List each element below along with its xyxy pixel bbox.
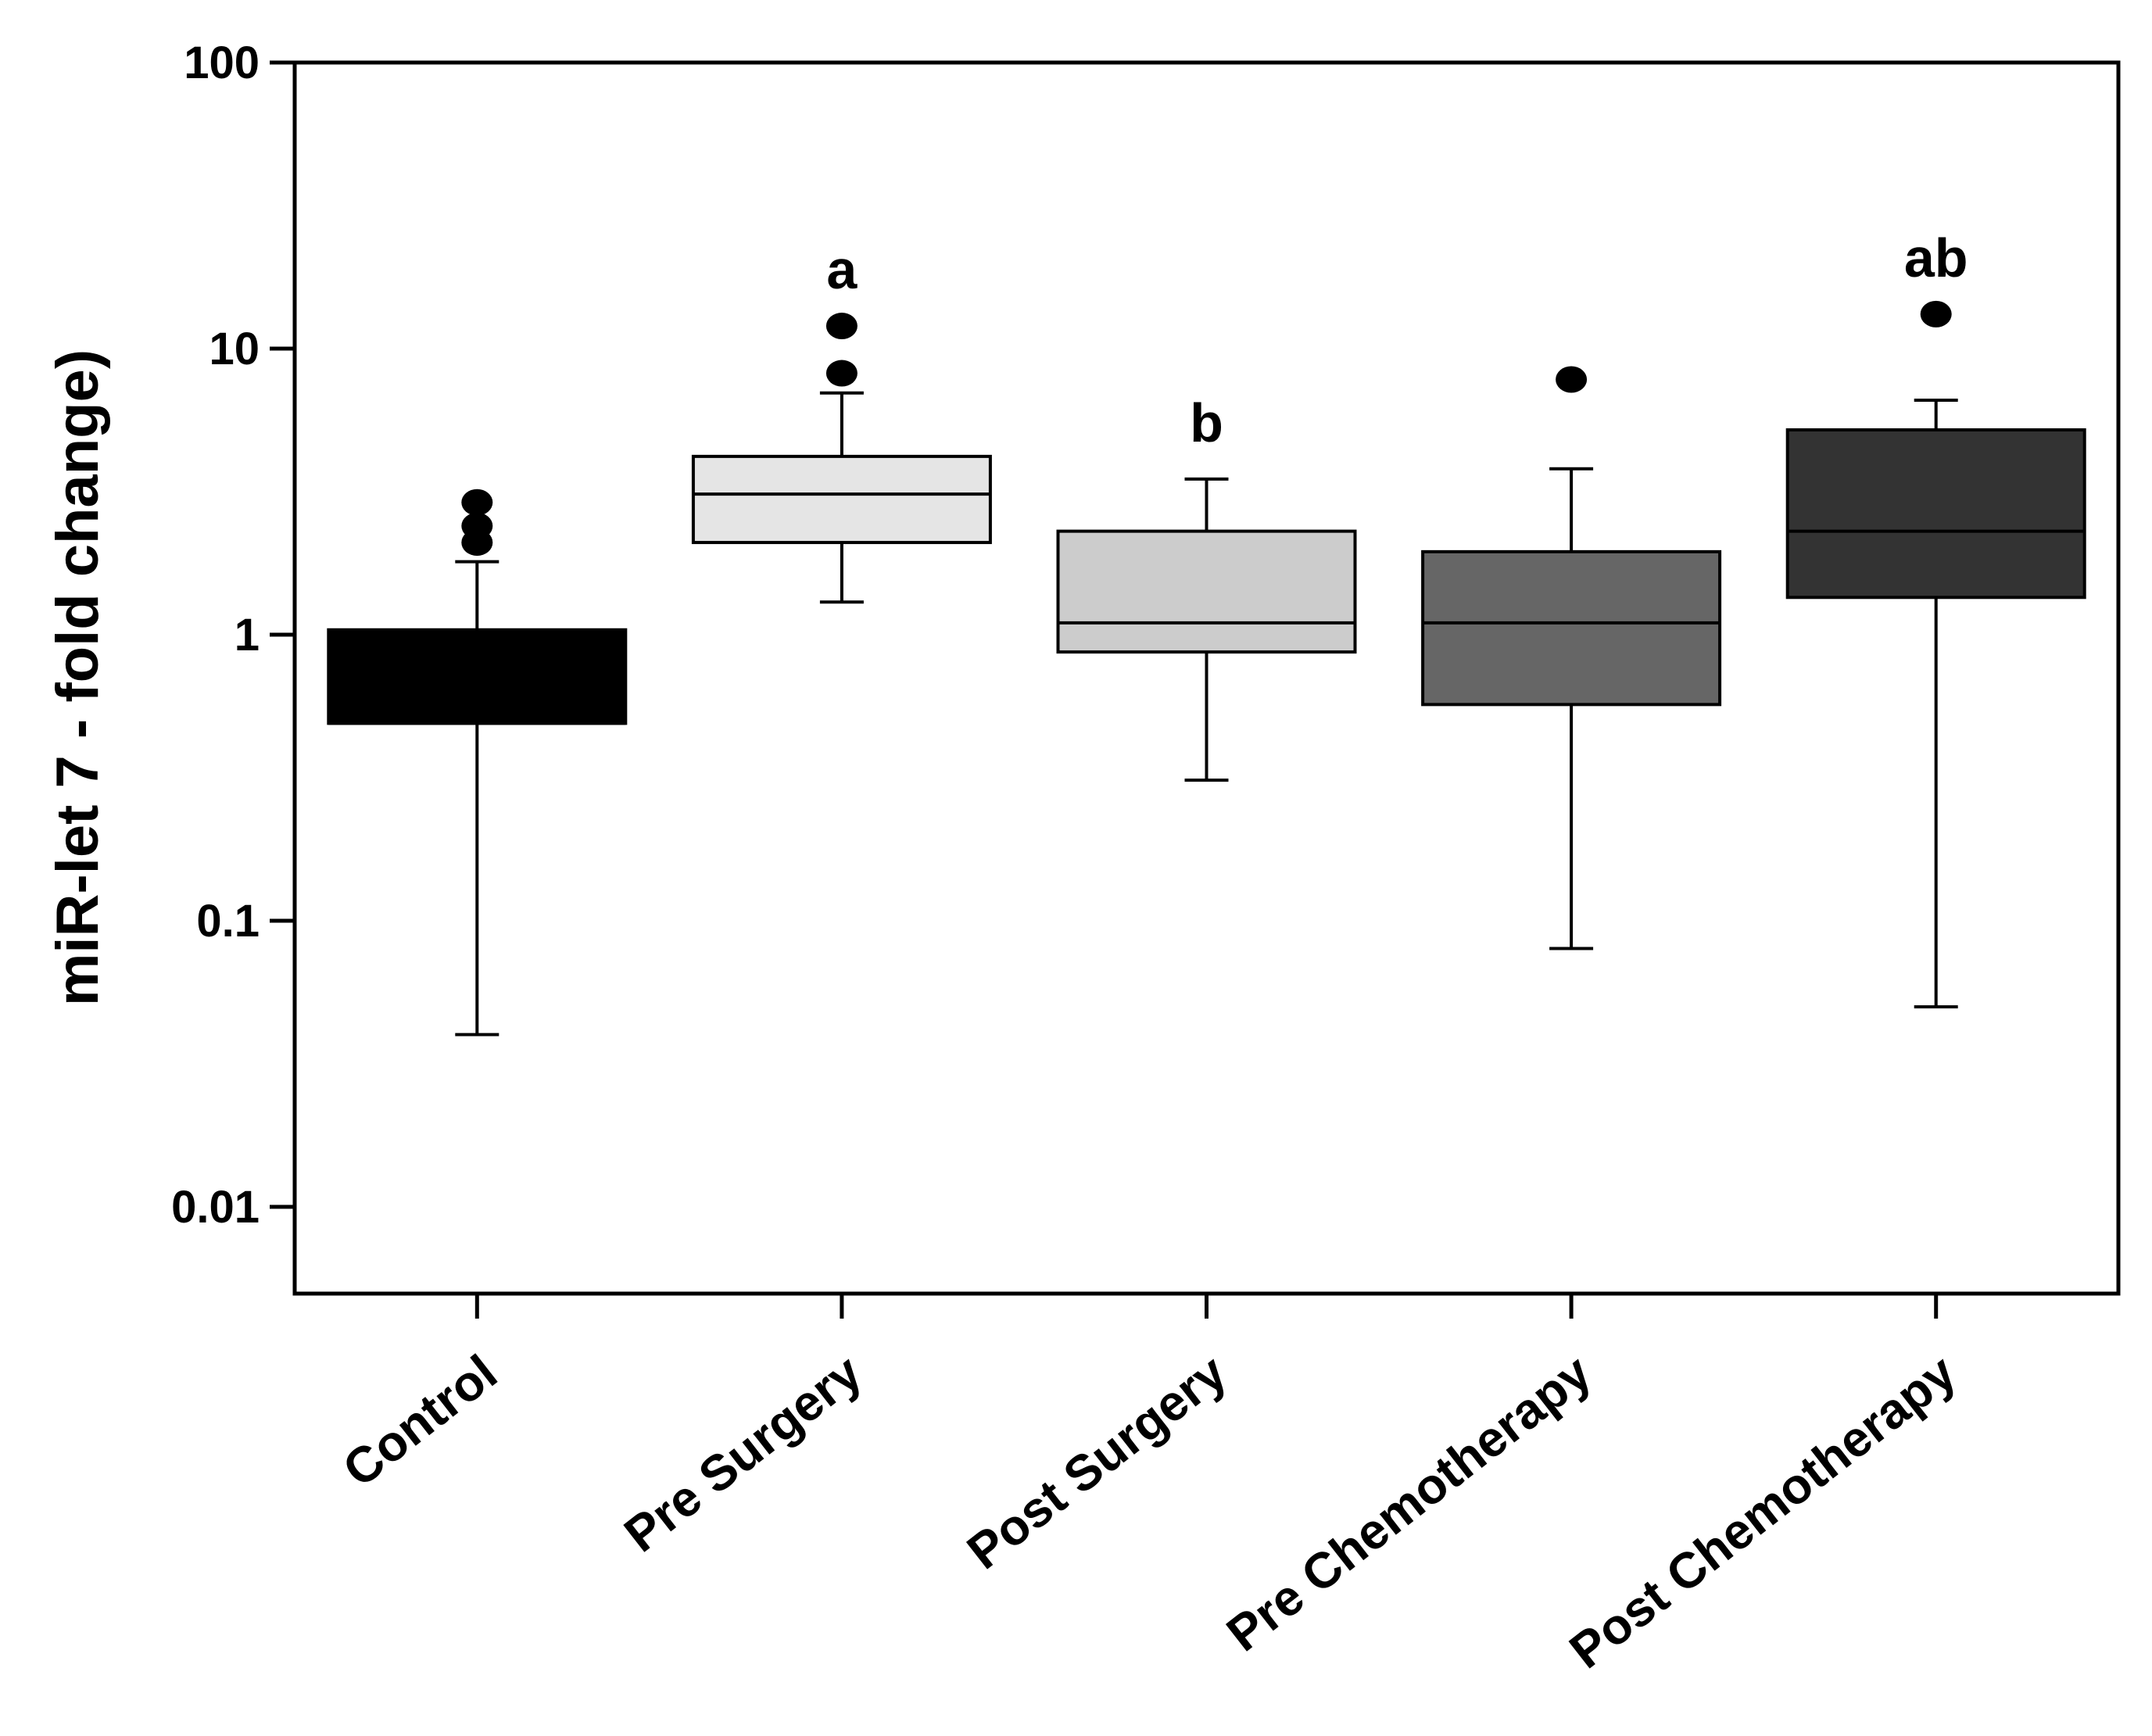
outlier-point (1556, 366, 1588, 393)
box-iqr (327, 628, 628, 725)
outlier-point (461, 489, 493, 516)
outlier-point (825, 313, 858, 340)
significance-annotation: ab (1904, 227, 1968, 288)
box-group: ab (1785, 227, 2086, 1009)
x-category-label: Post Chemotherapy (1559, 1344, 1967, 1679)
significance-annotation: b (1190, 392, 1223, 453)
outlier-point (825, 360, 858, 387)
box-group (1421, 366, 1722, 950)
box-group: a (691, 239, 992, 604)
y-tick-label: 0.1 (196, 896, 260, 947)
y-tick-label: 10 (209, 324, 260, 374)
x-category-label: Post Surgery (957, 1344, 1237, 1580)
box-iqr (1785, 428, 2086, 600)
y-tick-label: 0.01 (171, 1182, 260, 1233)
outlier-point (1920, 300, 1952, 328)
y-axis-label: miR-let 7 - fold change) (45, 349, 111, 1006)
outlier-point (461, 512, 493, 539)
box-group (327, 489, 628, 1036)
box-iqr (1056, 529, 1357, 654)
x-category-label: Pre Surgery (614, 1344, 872, 1562)
box-group: b (1056, 392, 1357, 782)
y-tick-label: 100 (184, 38, 260, 88)
y-axis-ticks: 0.01 0.1 1 10 100 (171, 38, 295, 1233)
y-tick-label: 1 (235, 610, 260, 660)
box-iqr (1421, 549, 1722, 707)
significance-annotation: a (826, 239, 858, 300)
x-category-label: Control (332, 1344, 507, 1498)
box-iqr (691, 454, 992, 545)
x-category-label: Pre Chemotherapy (1216, 1344, 1602, 1662)
